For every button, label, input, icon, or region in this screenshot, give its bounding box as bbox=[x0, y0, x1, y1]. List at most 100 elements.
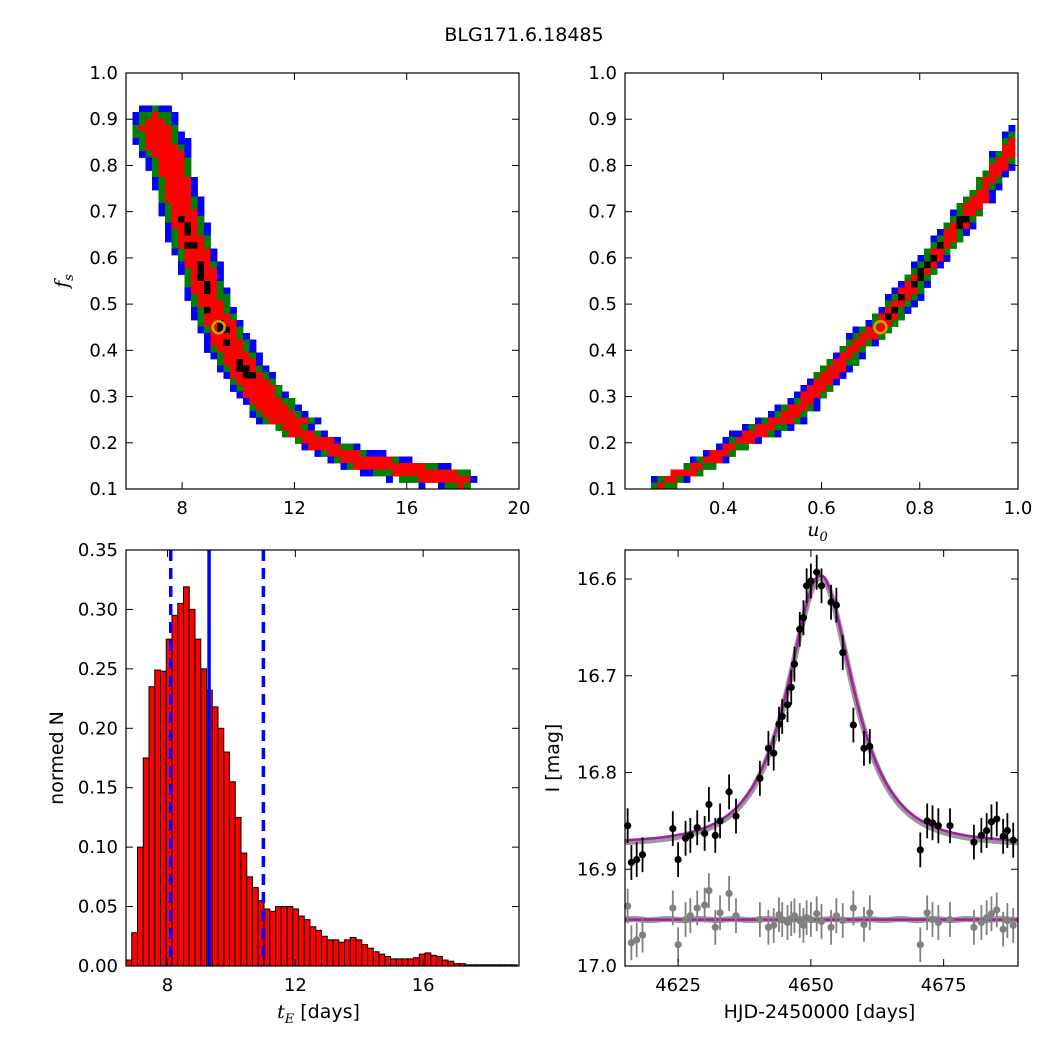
heatmap-cell bbox=[249, 404, 257, 412]
heatmap-cell bbox=[178, 248, 185, 256]
residual-point bbox=[928, 915, 937, 924]
heatmap-cell bbox=[314, 450, 322, 457]
heatmap-cell bbox=[184, 164, 192, 171]
heatmap-cell bbox=[872, 333, 879, 340]
heatmap-cell bbox=[191, 229, 198, 236]
heatmap-cell bbox=[774, 430, 782, 438]
heatmap-cell bbox=[976, 209, 983, 217]
heatmap-cell bbox=[230, 372, 237, 379]
heatmap-cell bbox=[223, 313, 231, 321]
heatmap-cell bbox=[813, 404, 821, 412]
heatmap-cell bbox=[1002, 131, 1009, 139]
heatmap-cell bbox=[145, 164, 153, 171]
histogram-bar bbox=[246, 876, 254, 967]
heatmap-cell bbox=[210, 339, 218, 347]
heatmap-cell bbox=[158, 203, 166, 210]
heatmap-cell bbox=[969, 209, 977, 217]
heatmap-cell bbox=[282, 430, 289, 438]
heatmap-cell bbox=[1002, 151, 1009, 158]
heatmap-cell bbox=[152, 105, 159, 113]
heatmap-cell bbox=[210, 281, 218, 288]
heatmap-cell bbox=[288, 411, 296, 418]
heatmap-cell bbox=[165, 118, 172, 126]
heatmap-cell bbox=[256, 398, 263, 405]
heatmap-cell bbox=[236, 326, 244, 334]
heatmap-cell bbox=[1008, 138, 1016, 145]
histogram-bar bbox=[447, 960, 455, 967]
y-tick-label: 0.6 bbox=[89, 248, 118, 269]
heatmap-cell bbox=[217, 326, 224, 334]
y-tick-label: 1.0 bbox=[588, 63, 617, 84]
heatmap-cell bbox=[989, 151, 996, 158]
heatmap-cell bbox=[210, 274, 218, 282]
heatmap-cell bbox=[787, 417, 795, 425]
heatmap-cell bbox=[950, 242, 957, 249]
heatmap-cell bbox=[145, 131, 153, 139]
heatmap-cell bbox=[878, 320, 886, 327]
histogram-bar bbox=[292, 908, 300, 967]
heatmap-cell bbox=[891, 294, 899, 301]
heatmap-cell bbox=[1002, 170, 1009, 178]
data-point bbox=[934, 822, 942, 830]
x-tick-label: 0.4 bbox=[709, 498, 738, 519]
residual-point bbox=[770, 921, 778, 929]
heatmap-cell bbox=[243, 359, 250, 366]
heatmap-cell bbox=[800, 411, 808, 418]
heatmap-cell bbox=[243, 339, 250, 347]
heatmap-cell bbox=[178, 196, 185, 204]
heatmap-cell bbox=[184, 203, 192, 210]
residual-point bbox=[866, 909, 874, 917]
heatmap-cell bbox=[243, 346, 250, 353]
heatmap-cell bbox=[171, 190, 179, 197]
data-point bbox=[716, 817, 724, 825]
heatmap-cell bbox=[956, 209, 964, 217]
heatmap-cell bbox=[269, 391, 276, 399]
x-tick-label: 0.6 bbox=[807, 498, 836, 519]
histogram-bar bbox=[229, 781, 236, 967]
heatmap-cell bbox=[223, 294, 231, 301]
residual-point bbox=[977, 918, 985, 927]
heatmap-cell bbox=[930, 235, 938, 243]
heatmap-cell bbox=[366, 469, 374, 477]
heatmap-cell bbox=[191, 268, 198, 275]
heatmap-cell bbox=[774, 411, 782, 418]
heatmap-cell bbox=[690, 463, 697, 470]
heatmap-cell bbox=[184, 144, 192, 152]
histogram-bar bbox=[223, 751, 231, 967]
heatmap-cell bbox=[1002, 157, 1009, 165]
histogram-bar bbox=[441, 959, 449, 967]
heatmap-cell bbox=[457, 482, 465, 490]
data-point bbox=[732, 812, 740, 820]
heatmap-cell bbox=[885, 307, 892, 314]
heatmap-cell bbox=[334, 437, 341, 444]
heatmap-cell bbox=[729, 443, 736, 451]
heatmap-cell bbox=[184, 274, 192, 282]
heatmap-cell bbox=[451, 476, 458, 483]
plot-frame bbox=[624, 549, 1019, 967]
heatmap-cell bbox=[859, 339, 866, 347]
heatmap-cell bbox=[334, 456, 341, 464]
heatmap-cell bbox=[963, 229, 970, 236]
heatmap-cell bbox=[171, 151, 179, 158]
y-tick-label: 0.2 bbox=[588, 433, 617, 454]
heatmap-cell bbox=[976, 190, 983, 197]
heatmap-cell bbox=[826, 378, 834, 386]
heatmap-cell bbox=[184, 138, 192, 145]
heatmap-cell bbox=[1002, 138, 1009, 145]
residual-point bbox=[832, 912, 840, 920]
data-point bbox=[839, 648, 847, 657]
heatmap-cell bbox=[399, 463, 406, 470]
heatmap-cell bbox=[891, 307, 899, 314]
heatmap-cell bbox=[165, 157, 172, 165]
heatmap-cell bbox=[386, 456, 393, 464]
heatmap-cell bbox=[405, 463, 413, 470]
histogram-bar bbox=[413, 957, 420, 967]
heatmap-cell bbox=[165, 196, 172, 204]
heatmap-cell bbox=[171, 170, 179, 178]
residual-point bbox=[827, 923, 835, 931]
data-point bbox=[638, 851, 647, 859]
heatmap-cell bbox=[204, 229, 211, 236]
heatmap-cell bbox=[210, 255, 218, 262]
residual-point bbox=[669, 904, 677, 912]
heatmap-cell bbox=[152, 164, 159, 171]
